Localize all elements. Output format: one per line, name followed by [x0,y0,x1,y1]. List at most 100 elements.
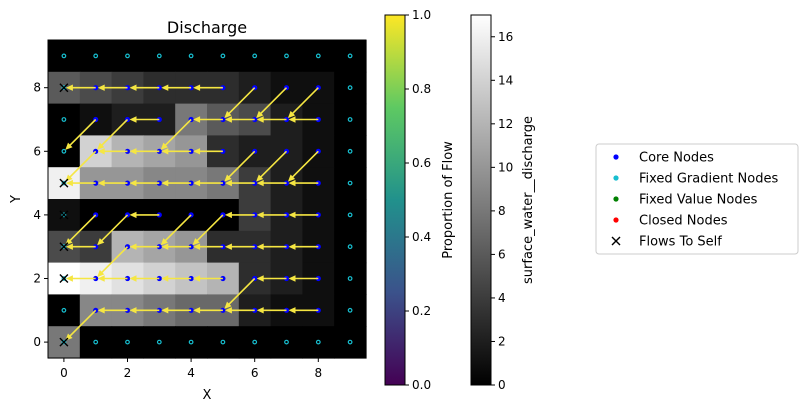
fixed-gradient-node [220,53,226,59]
heatmap-cell [334,71,367,105]
flow-arrow [65,179,96,187]
heatmap-cell [238,326,272,359]
colorbar-proportion-ticks: 0.0 0.2 0.4 0.6 0.8 1.0 [405,8,431,392]
colorbar-tick-label: 2 [498,334,506,348]
flow-arrow [65,275,96,282]
flow-arrow [129,148,160,155]
flow-arrow [287,87,319,119]
flow-arrow [129,179,160,187]
legend-marker [613,175,619,181]
legend-label: Flows To Self [639,235,722,250]
flow-arrow [129,275,160,282]
flow-arrow [256,211,287,219]
heatmap-cell [48,294,81,327]
legend-marker [613,217,619,223]
heatmap-cell [270,326,303,359]
fixed-gradient-node [156,339,162,345]
heatmap-cell [270,40,303,73]
fixed-gradient-node [125,339,130,345]
y-tick-label: 0 [33,335,41,349]
flow-arrow [224,277,256,309]
flow-arrow [129,243,160,250]
flow-arrow [256,243,287,250]
fixed-gradient-node [61,117,67,122]
heatmap-cell [334,199,367,232]
legend-entry: Flows To Self [611,235,722,250]
x-tick-label: 4 [187,366,195,380]
colorbar-discharge-ramp [470,14,492,386]
flow-arrow [129,84,160,91]
flow-arrow [256,275,287,282]
flow-arrow [97,214,129,246]
heatmap-cell [207,40,240,73]
legend-marker [611,236,621,246]
flow-arrow [224,211,255,219]
colorbar-tick-label: 0.6 [412,156,431,170]
legend-label: Fixed Value Nodes [639,193,758,208]
fixed-gradient-node [61,339,67,345]
fixed-gradient-node [347,212,353,218]
y-tick-label: 4 [33,208,41,222]
fixed-gradient-node [61,212,67,218]
flow-arrow [65,118,97,150]
fixed-gradient-node [93,339,99,345]
flows-to-self-marker [59,210,69,220]
flow-arrow [288,179,319,187]
legend-label: Fixed Gradient Nodes [639,172,778,187]
flow-arrow [224,87,256,119]
heatmap-cell [302,326,335,359]
flow-arrow [224,116,255,123]
flow-arrow [256,307,287,314]
flow-arrow [193,116,223,123]
colorbar-proportion-ramp [384,14,406,386]
fixed-gradient-node [284,339,289,345]
flow-arrow [224,243,255,250]
fixed-gradient-node [347,276,353,281]
fixed-gradient-node [61,180,67,186]
flow-arrow [193,243,223,250]
flow-arrow [97,148,128,155]
fixed-gradient-node [61,244,67,250]
colorbar-discharge-ticks: 0 2 4 6 8 10 12 14 16 [491,30,513,392]
colorbar-tick-label: 4 [498,291,506,305]
flows-to-self-marker [59,178,69,188]
flow-arrow [65,84,96,91]
heatmap-cells [48,40,367,359]
flow-arrow [288,275,319,282]
legend-marker [613,154,619,160]
flow-arrow [97,84,128,91]
flow-arrow [193,307,223,314]
chart-title: Discharge [167,18,247,37]
colorbar-tick-label: 0.8 [412,82,431,96]
y-tick-label: 2 [33,272,41,286]
flow-arrow [129,211,160,219]
heatmap-cell [334,135,367,168]
x-axis-label: X [203,388,212,403]
heatmap-cell [111,40,144,73]
legend-entry: Core Nodes [613,151,714,166]
flow-arrow [224,150,256,182]
heatmap-cell [334,230,367,264]
fixed-gradient-node [156,53,162,59]
heatmap-cell [79,326,113,359]
flow-arrow [288,307,319,314]
flow-arrow [288,211,319,219]
fixed-gradient-node [61,148,67,154]
flow-arrow [256,150,288,182]
fixed-gradient-node [347,117,353,122]
legend: Core Nodes Fixed Gradient Nodes Fixed Valu… [611,151,778,250]
heatmap-cell [175,40,208,73]
flow-arrow [161,243,192,250]
heatmap-cell [143,40,176,73]
flow-arrow [161,275,192,282]
flows-to-self-markers [59,83,69,347]
x-tick-label: 6 [251,366,259,380]
flow-arrow [161,307,192,314]
colorbar-tick-label: 0 [498,378,506,392]
flow-arrow [192,214,224,246]
fixed-gradient-node [188,339,194,345]
flow-arrow [161,179,192,187]
plot-frame [47,39,367,359]
heatmap-cell [207,326,240,359]
